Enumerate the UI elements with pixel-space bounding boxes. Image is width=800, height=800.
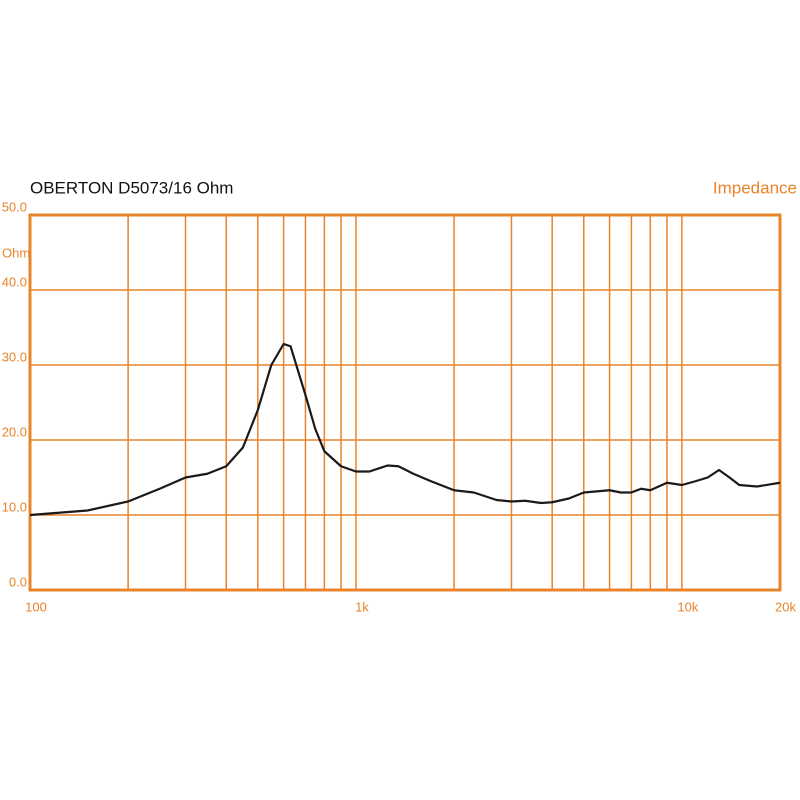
plot-frame: [28, 213, 782, 592]
legend-label: Impedance: [713, 178, 797, 197]
y-tick-label: 30.0: [2, 349, 27, 364]
impedance-curve: [29, 342, 781, 517]
y-tick-label: 40.0: [2, 274, 27, 289]
y-tick-label: 50.0: [2, 199, 27, 214]
x-tick-label: 1k: [355, 599, 369, 614]
y-unit: Ohm: [2, 245, 30, 260]
x-tick-label: 100: [25, 599, 47, 614]
y-tick-label: 20.0: [2, 424, 27, 439]
x-tick-label: 20k: [775, 599, 796, 614]
y-tick-label: 0.0: [9, 574, 27, 589]
y-tick-label: 10.0: [2, 499, 27, 514]
x-tick-label: 10k: [677, 599, 698, 614]
chart-title: OBERTON D5073/16 Ohm: [30, 178, 233, 197]
